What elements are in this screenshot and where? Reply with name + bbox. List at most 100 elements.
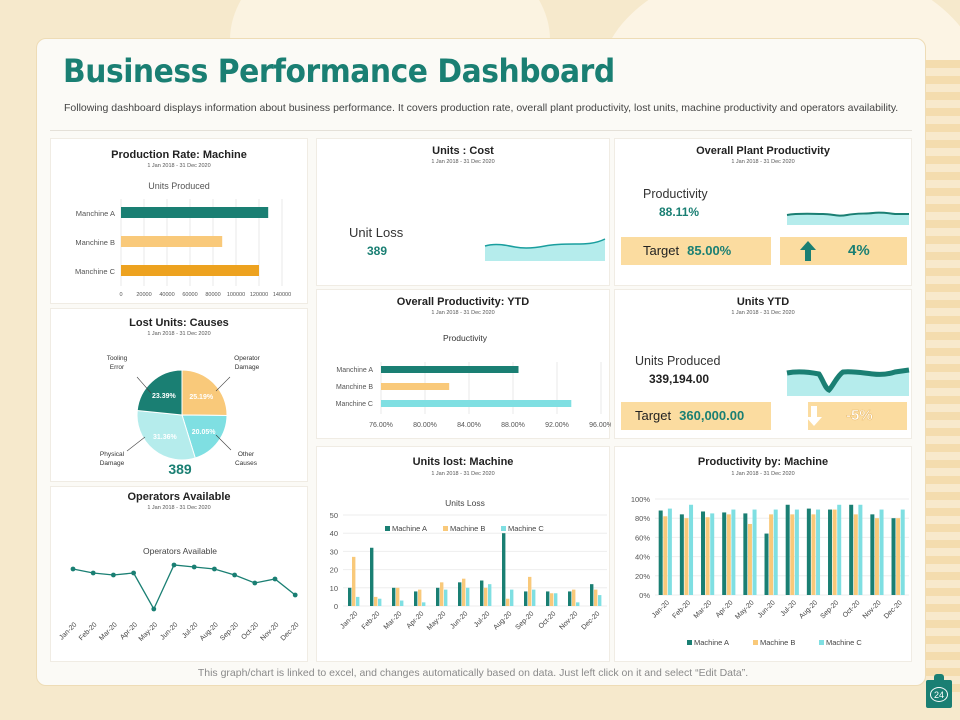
- x-tick-label: May-20: [734, 599, 756, 621]
- bar: [667, 508, 672, 595]
- x-tick-label: 96.00%: [589, 422, 611, 429]
- bar: [679, 514, 684, 595]
- bar: [828, 509, 833, 595]
- data-point: [70, 566, 76, 572]
- legend-label: Machine B: [450, 524, 485, 533]
- arrow-up-icon: [800, 241, 816, 261]
- legend-label: Machine C: [826, 638, 862, 647]
- x-tick-label: Jan-20: [339, 610, 359, 630]
- operators-panel[interactable]: Operators Available 1 Jan 2018 - 31 Dec …: [50, 486, 308, 662]
- x-tick-label: 76.00%: [369, 422, 393, 429]
- y-tick-label: 100%: [631, 495, 651, 504]
- x-tick-label: May-20: [426, 610, 448, 632]
- productivity-target: Target 85.00%: [621, 237, 771, 265]
- lost-units-pie[interactable]: 25.19% 20.05% 31.36% 23.39% Tooling Error O…: [51, 309, 309, 483]
- bar: [849, 504, 854, 595]
- pie-callouts: [126, 376, 232, 452]
- x-tick-label: Sep-20: [514, 610, 535, 631]
- y-tick-label: 40%: [635, 553, 650, 562]
- bar: [466, 587, 470, 606]
- units-sparkline: [786, 367, 910, 396]
- bar: [374, 596, 378, 606]
- pie-legend-label: Damage: [235, 364, 260, 371]
- unit-loss-value: 389: [367, 244, 388, 258]
- productivity-ytd-panel[interactable]: Overall Productivity: YTD 1 Jan 2018 - 3…: [316, 289, 611, 440]
- pie-slice: [136, 409, 196, 461]
- bar: [743, 513, 748, 595]
- x-tick-label: 92.00%: [545, 422, 569, 429]
- bar: [121, 236, 223, 247]
- pie-slice-label: 25.19%: [189, 394, 214, 401]
- x-tick-label: 40000: [159, 292, 174, 298]
- lost-units-panel[interactable]: Lost Units: Causes 1 Jan 2018 - 31 Dec 2…: [50, 308, 308, 482]
- x-tick-label: 80.00%: [413, 422, 437, 429]
- pie-legend-label: Error: [110, 364, 125, 371]
- bar: [594, 589, 598, 606]
- panel-subtitle: 1 Jan 2018 - 31 Dec 2020: [147, 505, 211, 511]
- production-rate-panel[interactable]: Production Rate: Machine 1 Jan 2018 - 31…: [50, 138, 308, 304]
- bar: [436, 587, 440, 606]
- data-point: [191, 564, 197, 570]
- bar: [769, 514, 774, 595]
- productivity-ytd-chart[interactable]: Productivity Manchine A Manchine B Manch…: [317, 290, 611, 440]
- x-tick-label: 0: [119, 292, 122, 298]
- y-tick-label: 20: [330, 566, 338, 575]
- x-tick-label: Sep-20: [819, 599, 840, 620]
- bar: [891, 518, 896, 595]
- units-cost-panel[interactable]: Units : Cost 1 Jan 2018 - 31 Dec 2020 Un…: [316, 138, 610, 286]
- bar: [440, 582, 444, 606]
- bar: [832, 509, 837, 595]
- pie-legend-label: Tooling: [107, 355, 128, 362]
- units-lost-chart[interactable]: Units Loss Machine A Machine B Machine C 0…: [317, 447, 611, 663]
- productivity-machine-chart[interactable]: 0% 20% 40% 60% 80% 100% Jan-20 Feb-20 Mar-20 Apr…: [615, 447, 913, 663]
- x-tick-label: 88.00%: [501, 422, 525, 429]
- target-label: Target: [643, 243, 680, 258]
- productivity-machine-panel[interactable]: Productivity by: Machine 1 Jan 2018 - 31…: [614, 446, 912, 662]
- y-tick-label: 60%: [635, 533, 650, 542]
- bar: [790, 514, 795, 595]
- production-rate-chart[interactable]: Units Produced Manchine A Manchine B Man…: [51, 139, 309, 305]
- bar: [684, 518, 689, 595]
- y-tick-label: Manchine A: [76, 209, 115, 218]
- page-number: 24: [930, 687, 948, 702]
- x-tick-label: Aug-20: [798, 599, 819, 620]
- operators-chart[interactable]: Operators Available Jan-20 Feb-20 Mar-20 Ap…: [51, 487, 309, 663]
- x-tick-label: Aug-20: [492, 610, 513, 631]
- productivity-value: 88.11%: [659, 205, 700, 219]
- bar: [658, 510, 663, 595]
- x-tick-label: Aug-20: [199, 621, 220, 642]
- bar: [400, 600, 404, 606]
- plant-productivity-panel[interactable]: Overall Plant Productivity 1 Jan 2018 - …: [614, 138, 912, 286]
- pie-legend-label: Other: [238, 451, 255, 458]
- panel-subtitle: 1 Jan 2018 - 31 Dec 2020: [731, 471, 795, 477]
- x-tick-label: Oct-20: [842, 599, 862, 619]
- x-tick-label: May-20: [138, 621, 160, 643]
- data-point: [111, 572, 116, 578]
- units-ytd-panel[interactable]: Units YTD 1 Jan 2018 - 31 Dec 2020 Units…: [614, 289, 912, 439]
- x-tick-label: Mar-20: [693, 599, 714, 620]
- units-lost-panel[interactable]: Units lost: Machine 1 Jan 2018 - 31 Dec …: [316, 446, 610, 662]
- x-tick-label: Apr-20: [406, 610, 426, 630]
- bar: [506, 598, 510, 606]
- bar: [370, 547, 374, 606]
- bar: [785, 504, 790, 595]
- panel-title: Units : Cost: [432, 145, 494, 157]
- x-tick-label: Nov-20: [259, 621, 280, 642]
- bar: [502, 533, 506, 606]
- chart-title: Operators Available: [143, 546, 217, 556]
- chart-title: Units Produced: [148, 181, 210, 191]
- legend-swatch: [819, 640, 824, 645]
- x-tick-label: Mar-20: [383, 610, 404, 631]
- x-tick-label: Dec-20: [280, 621, 301, 642]
- bar: [510, 589, 514, 606]
- x-tick-label: Jul-20: [181, 621, 200, 640]
- legend-label: Machine C: [508, 524, 544, 533]
- bar: [870, 514, 875, 595]
- x-tick-label: Jun-20: [159, 621, 179, 641]
- footer-note: This graph/chart is linked to excel, and…: [197, 667, 749, 679]
- lost-units-total: 389: [168, 461, 192, 477]
- bar: [576, 602, 580, 606]
- bar: [858, 504, 863, 595]
- panel-subtitle: 1 Jan 2018 - 31 Dec 2020: [147, 163, 211, 169]
- bar: [381, 383, 450, 390]
